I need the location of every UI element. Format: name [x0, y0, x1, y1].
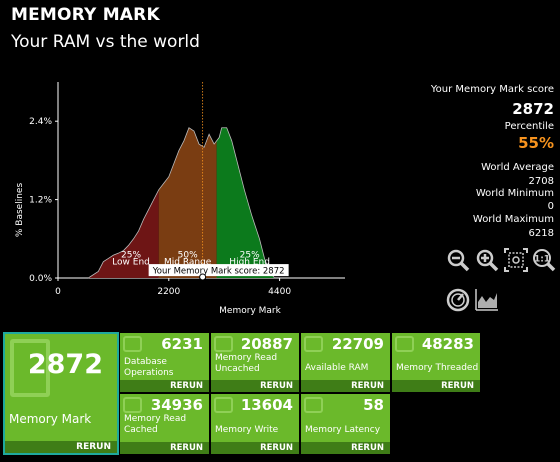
tile-decoration-icon — [10, 339, 50, 397]
zoom-out-icon[interactable] — [446, 248, 470, 272]
region-percent-label: 50% — [178, 251, 198, 261]
x-axis-label: Memory Mark — [219, 306, 281, 316]
world-minimum-label: World Minimum — [475, 188, 554, 199]
memory-latency-tile[interactable]: 58 Memory Latency RERUN — [300, 393, 391, 455]
memory-mark-tile[interactable]: 2872 Memory Mark RERUN — [3, 332, 119, 455]
y-tick-label: 0.0% — [29, 274, 52, 284]
world-maximum-label: World Maximum — [472, 214, 554, 225]
memory-threaded-label: Memory Threaded — [396, 363, 479, 373]
memory-read-uncached-tile[interactable]: 20887 Memory Read Uncached RERUN — [210, 332, 300, 393]
score-label: Your Memory Mark score — [430, 84, 554, 95]
score-marker-dot — [199, 273, 207, 281]
memory-read-cached-tile[interactable]: 34936 Memory Read Cached RERUN — [119, 393, 210, 455]
tile-decoration-icon — [123, 336, 142, 352]
available-ram-rerun-button[interactable]: RERUN — [301, 380, 390, 392]
gauge-icon[interactable] — [446, 288, 470, 312]
memory-mark-value: 2872 — [27, 349, 103, 380]
database-operations-label: Database Operations — [124, 357, 174, 378]
x-tick-label: 2200 — [157, 287, 180, 297]
tile-decoration-icon — [214, 397, 233, 413]
app-subtitle: Your RAM vs the world — [11, 32, 200, 52]
distribution-curve — [88, 127, 275, 279]
memory-read-uncached-rerun-button[interactable]: RERUN — [211, 380, 299, 392]
world-minimum-value: 0 — [547, 201, 554, 212]
fit-view-icon[interactable] — [504, 248, 528, 272]
memory-read-cached-label: Memory Read Cached — [124, 414, 187, 435]
x-tick-label: 0 — [55, 287, 61, 297]
region-low-end — [88, 189, 159, 278]
svg-text:1:1: 1:1 — [534, 255, 550, 265]
memory-read-uncached-value: 20887 — [240, 335, 293, 353]
memory-threaded-rerun-button[interactable]: RERUN — [392, 380, 480, 392]
percentile-label: Percentile — [504, 121, 554, 132]
world-average-label: World Average — [481, 162, 554, 173]
tile-decoration-icon — [123, 397, 142, 413]
score-marker-box — [148, 264, 289, 277]
memory-read-cached-value: 34936 — [150, 396, 203, 414]
tile-decoration-icon — [304, 397, 323, 413]
database-operations-tile[interactable]: 6231 Database Operations RERUN — [119, 332, 210, 393]
app-title: MEMORY MARK — [11, 5, 160, 25]
database-operations-value: 6231 — [161, 335, 203, 353]
zoom-in-icon[interactable] — [475, 248, 499, 272]
region-name-label: Low End — [112, 257, 150, 267]
score-marker-label: Your Memory Mark score: 2872 — [152, 267, 285, 277]
memory-write-label: Memory Write — [215, 425, 279, 435]
score-value: 2872 — [512, 100, 554, 118]
region-percent-label: 25% — [121, 251, 141, 261]
memory-threaded-value: 48283 — [421, 335, 474, 353]
memory-threaded-tile[interactable]: 48283 Memory Threaded RERUN — [391, 332, 481, 393]
y-tick-label: 1.2% — [29, 196, 52, 206]
y-tick-label: 2.4% — [29, 117, 52, 127]
y-axis-label: % Baselines — [15, 183, 25, 238]
world-maximum-value: 6218 — [528, 228, 554, 239]
available-ram-value: 22709 — [331, 335, 384, 353]
memory-write-value: 13604 — [240, 396, 293, 414]
memory-write-tile[interactable]: 13604 Memory Write RERUN — [210, 393, 300, 455]
region-percent-label: 25% — [240, 251, 260, 261]
database-operations-rerun-button[interactable]: RERUN — [120, 380, 209, 392]
percentile-value: 55% — [518, 134, 554, 152]
available-ram-tile[interactable]: 22709 Available RAM RERUN — [300, 332, 391, 393]
chart-icon[interactable] — [475, 288, 499, 312]
available-ram-label: Available RAM — [305, 363, 369, 373]
memory-latency-value: 58 — [363, 396, 384, 414]
memory-read-cached-rerun-button[interactable]: RERUN — [120, 442, 209, 454]
memory-latency-rerun-button[interactable]: RERUN — [301, 442, 390, 454]
memory-write-rerun-button[interactable]: RERUN — [211, 442, 299, 454]
region-name-label: High End — [229, 257, 270, 267]
memory-read-uncached-label: Memory Read Uncached — [215, 353, 278, 374]
memory-mark-label: Memory Mark — [9, 412, 92, 426]
memory-latency-label: Memory Latency — [305, 425, 381, 435]
memory-mark-rerun-button[interactable]: RERUN — [5, 441, 117, 453]
tile-decoration-icon — [304, 336, 323, 352]
tile-decoration-icon — [395, 336, 414, 352]
region-high-end — [216, 127, 275, 278]
world-average-value: 2708 — [528, 176, 554, 187]
tile-decoration-icon — [214, 336, 233, 352]
x-tick-label: 4400 — [268, 287, 291, 297]
actual-size-icon[interactable]: 1:1 — [532, 248, 556, 272]
region-name-label: Mid Range — [164, 257, 212, 267]
